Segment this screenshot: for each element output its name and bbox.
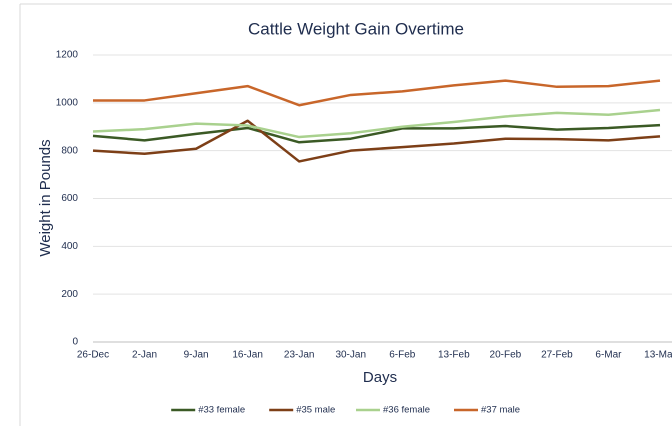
x-tick-label: 13-Mar <box>644 350 672 361</box>
series-line <box>92 119 661 163</box>
x-tick-label: 13-Feb <box>438 350 470 361</box>
legend-label: #36 female <box>383 405 430 416</box>
y-axis-label: Weight in Pounds <box>37 139 54 256</box>
x-tick-label: 26-Dec <box>77 350 109 361</box>
y-tick-label: 400 <box>61 241 78 252</box>
x-tick-label: 16-Jan <box>232 350 263 361</box>
legend-label: #37 male <box>481 405 520 416</box>
legend-label: #33 female <box>198 405 245 416</box>
y-tick-label: 1000 <box>56 97 79 108</box>
chart-title: Cattle Weight Gain Overtime <box>248 19 464 38</box>
x-tick-label: 6-Feb <box>389 350 416 361</box>
x-tick-label: 9-Jan <box>184 350 209 361</box>
y-tick-label: 0 <box>72 337 78 348</box>
legend-label: #35 male <box>296 405 335 416</box>
x-tick-label: 30-Jan <box>335 350 366 361</box>
y-tick-label: 600 <box>61 193 78 204</box>
x-tick-label: 2-Jan <box>132 350 157 361</box>
series-line <box>92 123 661 144</box>
series-line <box>92 108 661 139</box>
x-tick-label: 6-Mar <box>595 350 622 361</box>
x-tick-label: 23-Jan <box>284 350 315 361</box>
y-tick-label: 800 <box>61 145 78 156</box>
series-line <box>93 79 661 107</box>
x-tick-label: 27-Feb <box>541 350 573 361</box>
x-axis-label: Days <box>363 369 397 386</box>
x-tick-label: 20-Feb <box>490 350 522 361</box>
y-tick-label: 1200 <box>56 50 79 61</box>
y-tick-label: 200 <box>61 289 78 300</box>
